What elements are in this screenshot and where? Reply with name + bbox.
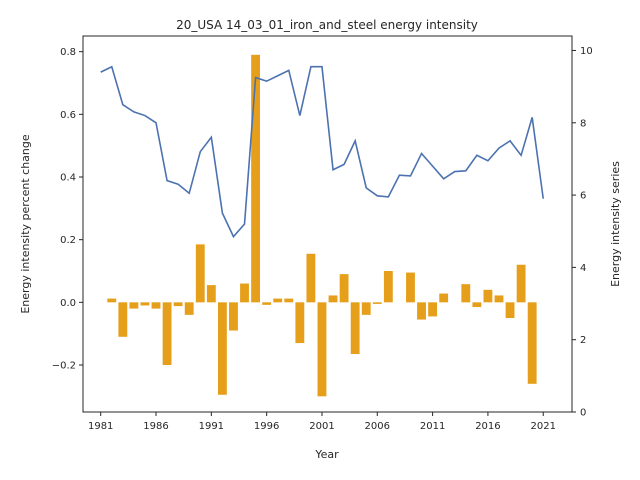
bar-2012: [439, 293, 449, 303]
bar-1990: [195, 244, 205, 303]
y-left-tick-label: 0.2: [60, 235, 76, 246]
x-tick-label: 2006: [365, 421, 390, 432]
bar-2000: [306, 253, 316, 303]
bar-2009: [406, 272, 415, 303]
bar-2004: [350, 302, 360, 355]
x-tick-label: 1986: [143, 421, 168, 432]
y-left-tick-label: −0.2: [52, 361, 76, 372]
y-left-tick-label: 0.6: [60, 110, 76, 121]
bar-1986: [151, 302, 161, 309]
y-right-tick-label: 6: [580, 191, 586, 202]
bar-1988: [173, 302, 183, 307]
x-axis-title: Year: [314, 448, 339, 461]
bar-1999: [295, 302, 305, 344]
line-series: [100, 65, 545, 239]
bar-2014: [461, 284, 471, 303]
bar-2019: [516, 264, 526, 303]
x-tick-label: 1996: [254, 421, 279, 432]
bar-1987: [162, 302, 172, 365]
bar-2002: [328, 295, 338, 303]
bar-series: [107, 54, 537, 397]
y-right-tick-label: 10: [580, 46, 593, 57]
y-left-tick-label: 0.0: [60, 298, 76, 309]
x-tick-label: 2001: [309, 421, 334, 432]
bar-1989: [184, 302, 194, 315]
bar-2003: [339, 274, 349, 303]
bar-2006: [372, 302, 382, 304]
y-axis-right-ticks: 0 2 4 6 8 10: [572, 46, 593, 419]
bar-2005: [361, 302, 371, 315]
bar-2017: [494, 295, 504, 303]
bar-1984: [129, 302, 139, 309]
chart-title: 20_USA 14_03_01_iron_and_steel energy in…: [176, 18, 478, 32]
bar-2010: [417, 302, 426, 320]
y-axis-left-ticks: −0.2 0.0 0.2 0.4 0.6 0.8: [52, 47, 83, 372]
plot-frame: [82, 35, 573, 413]
x-tick-label: 2011: [420, 421, 445, 432]
bar-1991: [206, 285, 216, 303]
x-tick-label: 2021: [531, 421, 556, 432]
x-tick-label: 2016: [475, 421, 500, 432]
bar-1997: [273, 298, 283, 303]
bar-2011: [428, 302, 438, 317]
bar-2018: [505, 302, 515, 318]
bar-2020: [527, 302, 537, 384]
y-right-tick-label: 2: [580, 335, 586, 346]
bar-1992: [217, 302, 227, 395]
y-axis-right-title: Energy intensity series: [609, 161, 622, 287]
x-tick-label: 1991: [199, 421, 224, 432]
bar-2001: [317, 302, 327, 397]
x-axis-ticks: 1981 1986 1991 1996 2001 2006 2011 2016 2021: [88, 412, 556, 432]
bar-1985: [140, 302, 150, 306]
y-left-tick-label: 0.4: [60, 173, 76, 184]
bar-1993: [229, 302, 238, 331]
bar-1994: [240, 283, 249, 303]
y-right-tick-label: 0: [580, 408, 586, 419]
bar-2007: [383, 271, 393, 303]
bar-1996: [262, 302, 272, 305]
y-right-tick-label: 4: [580, 263, 586, 274]
bar-1982: [107, 298, 117, 303]
bar-1998: [284, 298, 294, 303]
bar-2015: [472, 302, 482, 308]
y-axis-left-title: Energy intensity percent change: [19, 134, 32, 314]
bar-1983: [118, 302, 128, 337]
y-right-tick-label: 8: [580, 118, 586, 129]
y-left-tick-label: 0.8: [60, 47, 76, 58]
x-tick-label: 1981: [88, 421, 113, 432]
bar-2016: [483, 289, 493, 303]
bar-1995: [251, 54, 261, 303]
